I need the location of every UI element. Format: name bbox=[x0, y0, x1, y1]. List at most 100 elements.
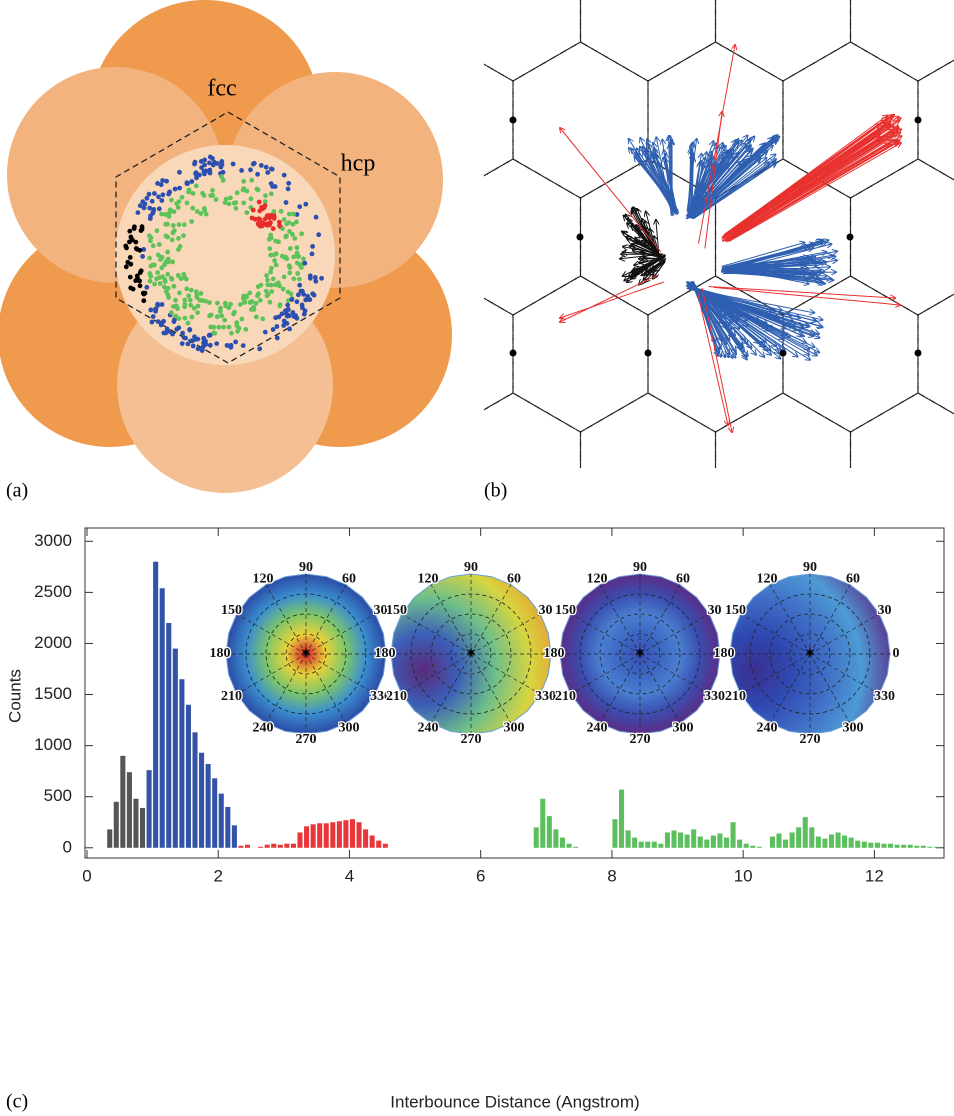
polar-angle-label: 300 bbox=[843, 721, 864, 736]
adsorbate-point bbox=[260, 316, 265, 321]
panel-label: (b) bbox=[484, 480, 507, 502]
polar-angle-label: 150 bbox=[221, 603, 242, 618]
panel-label: (c) bbox=[6, 1091, 28, 1113]
adsorbate-point bbox=[129, 235, 134, 240]
lattice-site bbox=[510, 350, 517, 357]
adsorbate-point bbox=[239, 168, 244, 173]
adsorbate-point bbox=[144, 285, 149, 290]
adsorbate-point bbox=[254, 301, 259, 306]
lattice-cell bbox=[918, 276, 954, 432]
trajectory-arrow bbox=[724, 123, 890, 238]
adsorbate-point bbox=[194, 170, 199, 175]
bar bbox=[881, 844, 886, 848]
adsorbate-point bbox=[286, 187, 291, 192]
adsorbate-point bbox=[208, 171, 213, 176]
polar-angle-label: 210 bbox=[386, 689, 407, 704]
panel-a: fcc hcp bbox=[0, 0, 452, 493]
polar-angle-label: 90 bbox=[464, 560, 478, 575]
adsorbate-point bbox=[287, 220, 292, 225]
adsorbate-point bbox=[266, 292, 271, 297]
adsorbate-point bbox=[271, 327, 276, 332]
bar bbox=[717, 833, 722, 847]
bar bbox=[632, 838, 637, 848]
polar-angle-label: 120 bbox=[587, 572, 608, 587]
adsorbate-point bbox=[295, 271, 300, 276]
adsorbate-point bbox=[166, 192, 171, 197]
adsorbate-point bbox=[263, 203, 268, 208]
bar bbox=[120, 756, 125, 848]
lattice-site bbox=[915, 350, 922, 357]
adsorbate-point bbox=[170, 332, 175, 337]
adsorbate-point bbox=[155, 228, 160, 233]
bar bbox=[816, 837, 821, 848]
bar bbox=[790, 832, 795, 847]
adsorbate-point bbox=[156, 319, 161, 324]
x-axis-title: Interbounce Distance (Angstrom) bbox=[390, 1092, 639, 1111]
adsorbate-point bbox=[183, 276, 188, 281]
adsorbate-point bbox=[186, 321, 191, 326]
adsorbate-point bbox=[151, 314, 156, 319]
bar bbox=[350, 819, 355, 848]
bar bbox=[311, 824, 316, 847]
trajectory-arrow bbox=[708, 286, 895, 298]
adsorbate-point bbox=[190, 315, 195, 320]
y-tick-label: 1000 bbox=[34, 735, 72, 754]
bar bbox=[908, 845, 913, 848]
bar bbox=[868, 843, 873, 848]
adsorbate-point bbox=[268, 300, 273, 305]
adsorbate-point bbox=[272, 214, 277, 219]
lattice-cell bbox=[716, 393, 851, 549]
adsorbate-point bbox=[258, 298, 263, 303]
adsorbate-point bbox=[160, 302, 165, 307]
adsorbate-point bbox=[193, 160, 198, 165]
polar-angle-label: 0 bbox=[893, 646, 900, 661]
adsorbate-point bbox=[167, 210, 172, 215]
adsorbate-point bbox=[207, 313, 212, 318]
adsorbate-point bbox=[208, 155, 213, 160]
polar-angle-label: 300 bbox=[504, 721, 525, 736]
adsorbate-point bbox=[161, 192, 166, 197]
bar bbox=[304, 826, 309, 847]
adsorbate-point bbox=[155, 270, 160, 275]
adsorbate-point bbox=[132, 224, 137, 229]
bar bbox=[626, 830, 631, 847]
adsorbate-point bbox=[241, 343, 246, 348]
polar-angle-label: 330 bbox=[874, 689, 895, 704]
adsorbate-point bbox=[127, 240, 132, 245]
polar-angle-label: 120 bbox=[253, 572, 274, 587]
figure: fcc hcp (a) (b) 050010001500200025003000… bbox=[0, 0, 954, 1116]
bar bbox=[744, 844, 749, 848]
adsorbate-point bbox=[214, 341, 219, 346]
adsorbate-point bbox=[176, 316, 181, 321]
bar bbox=[612, 819, 617, 848]
adsorbate-point bbox=[133, 240, 138, 245]
adsorbate-point bbox=[229, 345, 234, 350]
bar bbox=[829, 835, 834, 848]
adsorbate-point bbox=[201, 336, 206, 341]
polar-angle-label: 330 bbox=[535, 689, 556, 704]
adsorbate-point bbox=[143, 291, 148, 296]
adsorbate-point bbox=[297, 277, 302, 282]
polar-angle-label: 120 bbox=[418, 572, 439, 587]
adsorbate-point bbox=[172, 284, 177, 289]
bar bbox=[914, 846, 919, 848]
adsorbate-point bbox=[232, 201, 237, 206]
adsorbate-point bbox=[217, 325, 222, 330]
x-tick-label: 0 bbox=[82, 866, 91, 885]
adsorbate-point bbox=[245, 210, 250, 215]
adsorbate-point bbox=[227, 325, 232, 330]
polar-angle-label: 180 bbox=[210, 646, 231, 661]
polar-angle-label: 180 bbox=[375, 646, 396, 661]
adsorbate-point bbox=[151, 243, 156, 248]
polar-angle-label: 240 bbox=[757, 721, 778, 736]
bar bbox=[901, 845, 906, 848]
adsorbate-point bbox=[286, 307, 291, 312]
adsorbate-point bbox=[269, 266, 274, 271]
adsorbate-point bbox=[185, 181, 190, 186]
adsorbate-point bbox=[194, 184, 199, 189]
polar-angle-label: 180 bbox=[544, 646, 565, 661]
adsorbate-point bbox=[224, 197, 229, 202]
trajectory-arrow bbox=[698, 45, 735, 244]
adsorbate-point bbox=[288, 246, 293, 251]
adsorbate-point bbox=[282, 217, 287, 222]
